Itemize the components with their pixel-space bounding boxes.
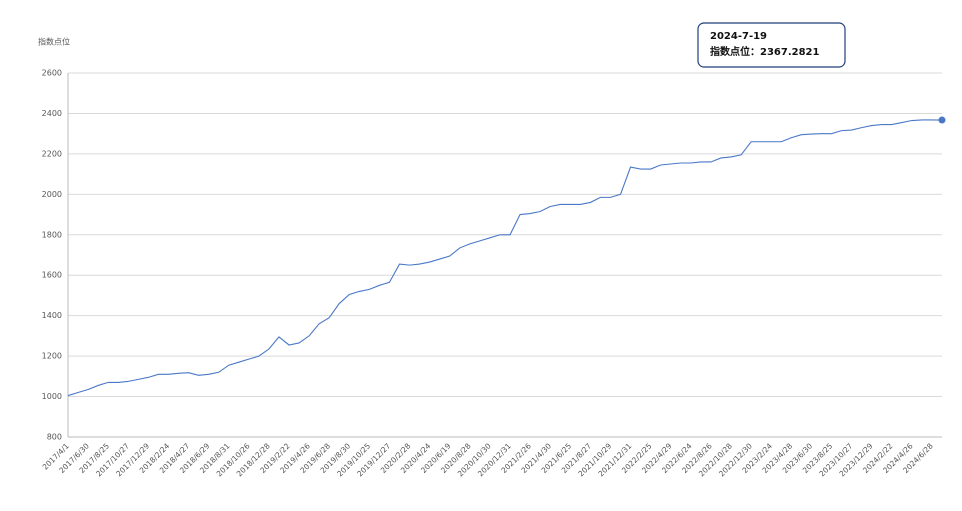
tooltip-box (697, 22, 846, 68)
y-tick-label: 1800 (42, 230, 62, 239)
series-line (67, 119, 943, 397)
y-tick-label: 2600 (42, 69, 62, 78)
y-tick-label: 2200 (42, 149, 62, 158)
y-tick-label: 800 (47, 433, 62, 442)
y-tick-label: 2000 (42, 190, 62, 199)
y-tick-label: 1600 (42, 271, 62, 280)
y-tick-label: 1400 (42, 311, 62, 320)
y-tick-label: 1200 (42, 352, 62, 361)
tooltip-title: 2024-7-19 (710, 31, 767, 42)
highlight-point (938, 116, 946, 124)
tooltip-text: 指数点位：2367.2821 (710, 45, 820, 58)
y-axis-label: 指数点位 (38, 37, 70, 47)
y-tick-label: 1000 (42, 392, 62, 401)
y-tick-label: 2400 (42, 109, 62, 118)
